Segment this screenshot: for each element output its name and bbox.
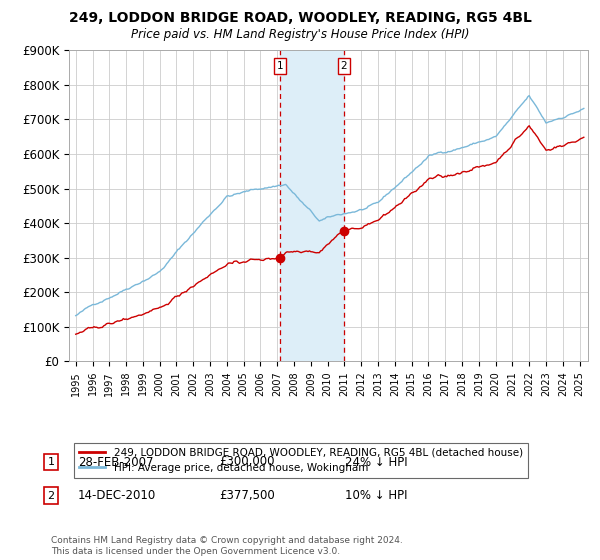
Text: 1: 1 (277, 61, 283, 71)
Text: 2: 2 (340, 61, 347, 71)
Text: Contains HM Land Registry data © Crown copyright and database right 2024.
This d: Contains HM Land Registry data © Crown c… (51, 536, 403, 556)
Text: Price paid vs. HM Land Registry's House Price Index (HPI): Price paid vs. HM Land Registry's House … (131, 28, 469, 41)
Text: 1: 1 (47, 457, 55, 467)
Text: 28-FEB-2007: 28-FEB-2007 (78, 455, 154, 469)
Text: £377,500: £377,500 (219, 489, 275, 502)
Text: 2: 2 (47, 491, 55, 501)
Text: 10% ↓ HPI: 10% ↓ HPI (345, 489, 407, 502)
Bar (280, 50, 344, 361)
Text: 14-DEC-2010: 14-DEC-2010 (78, 489, 156, 502)
Text: 24% ↓ HPI: 24% ↓ HPI (345, 455, 407, 469)
Text: 249, LODDON BRIDGE ROAD, WOODLEY, READING, RG5 4BL: 249, LODDON BRIDGE ROAD, WOODLEY, READIN… (68, 11, 532, 25)
Text: £300,000: £300,000 (219, 455, 275, 469)
Legend: 249, LODDON BRIDGE ROAD, WOODLEY, READING, RG5 4BL (detached house), HPI: Averag: 249, LODDON BRIDGE ROAD, WOODLEY, READIN… (74, 442, 528, 478)
